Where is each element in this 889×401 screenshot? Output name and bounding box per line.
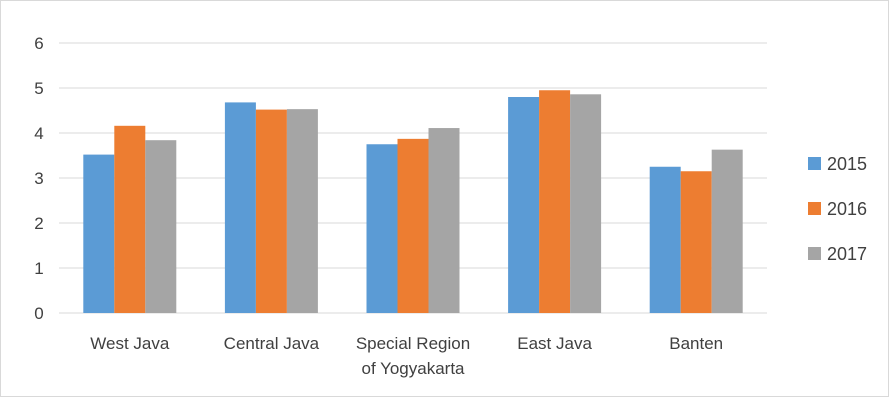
x-category-label: Special Region (356, 334, 470, 353)
y-tick-label: 3 (34, 169, 43, 188)
bar-2017-east-java (570, 94, 602, 313)
bar-2016-central-java (255, 109, 287, 313)
bar-2015-east-java (508, 97, 540, 313)
y-tick-label: 4 (34, 124, 43, 143)
bar-2016-east-java (539, 90, 571, 313)
bar-2015-west-java (83, 154, 115, 313)
x-category-label: East Java (517, 334, 592, 353)
bar-2017-special-region-of-yogyakarta (428, 128, 460, 313)
bar-2015-special-region-of-yogyakarta (366, 144, 398, 313)
y-axis-tick-labels: 0 1 2 3 4 5 6 (34, 34, 43, 323)
bar-2016-banten (680, 171, 712, 313)
legend-swatch-2015 (808, 157, 821, 170)
y-tick-label: 2 (34, 214, 43, 233)
bar-2017-west-java (145, 140, 177, 313)
legend-swatch-2017 (808, 247, 821, 260)
y-tick-label: 1 (34, 259, 43, 278)
x-category-label: Central Java (224, 334, 320, 353)
x-category-label: of Yogyakarta (361, 359, 465, 378)
legend-label: 2017 (827, 244, 867, 264)
x-category-label: West Java (90, 334, 170, 353)
y-tick-label: 0 (34, 304, 43, 323)
bar-2016-special-region-of-yogyakarta (397, 138, 429, 313)
x-category-label: Banten (669, 334, 723, 353)
legend-swatch-2016 (808, 202, 821, 215)
y-tick-label: 6 (34, 34, 43, 53)
x-axis-category-labels: West Java Central Java Special Region of Yo… (90, 334, 723, 378)
legend: 2015 2016 2017 (808, 154, 867, 264)
bar-2017-central-java (286, 109, 318, 314)
legend-label: 2016 (827, 199, 867, 219)
bar-2015-central-java (224, 102, 256, 314)
bar-2015-banten (649, 166, 681, 313)
bars (83, 90, 743, 314)
y-tick-label: 5 (34, 79, 43, 98)
bar-2016-west-java (114, 125, 146, 313)
legend-label: 2015 (827, 154, 867, 174)
bar-2017-banten (711, 149, 743, 313)
